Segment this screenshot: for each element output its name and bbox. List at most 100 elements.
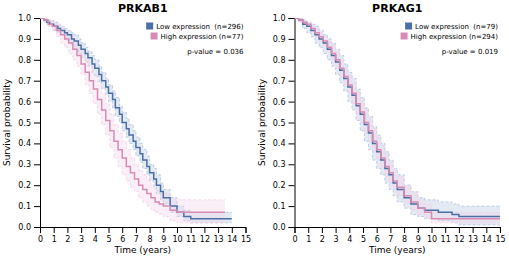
tick-label: 0 <box>292 235 297 244</box>
tick-label: 0.4 <box>18 139 31 148</box>
tick: 13 <box>468 227 478 244</box>
y-axis-title: Survival probability <box>2 78 12 166</box>
tick: 15 <box>495 227 505 244</box>
tick-mark <box>289 81 295 82</box>
panel: 01234567891011121314150.00.10.20.30.40.5… <box>257 2 506 255</box>
tick-mark <box>445 227 446 233</box>
tick-mark <box>95 227 96 233</box>
tick-mark <box>163 227 164 233</box>
tick: 0.0 <box>273 223 295 232</box>
tick: 4 <box>93 227 98 244</box>
tick: 0.9 <box>18 35 40 44</box>
tick-mark <box>204 227 205 233</box>
tick-mark <box>34 143 40 144</box>
tick-label: 2 <box>320 235 325 244</box>
tick: 6 <box>375 227 380 244</box>
tick-label: 10 <box>172 235 182 244</box>
tick-mark <box>289 143 295 144</box>
x-axis: 0123456789101112131415 <box>38 227 251 244</box>
tick: 0.6 <box>273 98 295 107</box>
tick-mark <box>81 227 82 233</box>
tick-label: 9 <box>161 235 166 244</box>
survival-curve <box>295 18 501 219</box>
tick: 12 <box>200 227 210 244</box>
tick-label: 0.5 <box>18 119 31 128</box>
ci-lower-line <box>295 18 501 223</box>
axis-line <box>34 19 41 228</box>
tick-label: 0.0 <box>18 223 31 232</box>
tick-label: 15 <box>495 235 505 244</box>
tick-label: 0.1 <box>273 202 286 211</box>
tick-label: 0.9 <box>18 35 31 44</box>
tick-mark <box>390 227 391 233</box>
tick-mark <box>432 227 433 233</box>
x-axis: 0123456789101112131415 <box>292 227 505 244</box>
tick-label: 15 <box>241 235 251 244</box>
tick: 11 <box>441 227 451 244</box>
tick-mark <box>322 227 323 233</box>
tick-label: 12 <box>200 235 210 244</box>
tick: 5 <box>106 227 111 244</box>
tick-mark <box>34 206 40 207</box>
tick-mark <box>54 227 55 233</box>
tick: 2 <box>320 227 325 244</box>
tick-label: 5 <box>361 235 366 244</box>
legend-label: High expression (n=294) <box>411 33 499 41</box>
annotation: p-value = 0.019 <box>442 48 498 56</box>
tick: 0 <box>38 227 43 244</box>
tick-label: 5 <box>106 235 111 244</box>
tick: 0.1 <box>18 202 40 211</box>
tick-mark <box>34 123 40 124</box>
plot-area <box>295 18 501 225</box>
tick-mark <box>34 81 40 82</box>
tick: 0.3 <box>273 160 295 169</box>
tick-label: 14 <box>482 235 492 244</box>
title: PRKAG1 <box>372 2 422 15</box>
tick: 6 <box>120 227 125 244</box>
tick-mark <box>289 18 295 19</box>
tick: 9 <box>161 227 166 244</box>
tick-label: 0.3 <box>18 160 31 169</box>
tick-label: 1 <box>52 235 57 244</box>
tick-mark <box>177 227 178 233</box>
tick: 14 <box>482 227 492 244</box>
tick-label: 1 <box>306 235 311 244</box>
tick: 0.6 <box>18 98 40 107</box>
legend-swatch <box>405 23 412 30</box>
tick-mark <box>418 227 419 233</box>
legend-swatch <box>151 33 158 40</box>
tick-mark <box>150 227 151 233</box>
tick-label: 6 <box>120 235 125 244</box>
tick: 1 <box>306 227 311 244</box>
tick-mark <box>363 227 364 233</box>
tick-mark <box>289 60 295 61</box>
tick: 14 <box>227 227 237 244</box>
tick-mark <box>34 227 40 228</box>
tick-mark <box>289 206 295 207</box>
tick-label: 11 <box>186 235 196 244</box>
x-axis-title: Time (years) <box>368 245 426 255</box>
tick: 7 <box>388 227 393 244</box>
tick-mark <box>289 185 295 186</box>
tick: 0.7 <box>18 77 40 86</box>
tick-mark <box>500 227 501 233</box>
tick: 0.1 <box>273 202 295 211</box>
axis-line <box>289 19 296 228</box>
annotation: p-value = 0.036 <box>187 48 244 56</box>
tick-mark <box>34 18 40 19</box>
tick-label: 4 <box>347 235 352 244</box>
tick: 0.8 <box>273 56 295 65</box>
tick: 13 <box>214 227 224 244</box>
tick-label: 0.5 <box>273 119 286 128</box>
tick-label: 0.8 <box>18 56 31 65</box>
tick-mark <box>486 227 487 233</box>
tick: 9 <box>416 227 421 244</box>
tick-label: 7 <box>134 235 139 244</box>
tick-mark <box>289 227 295 228</box>
tick-label: 0.7 <box>273 77 286 86</box>
tick-label: 6 <box>375 235 380 244</box>
tick: 4 <box>347 227 352 244</box>
axis-line <box>295 228 501 234</box>
tick: 1 <box>52 227 57 244</box>
tick: 8 <box>148 227 153 244</box>
